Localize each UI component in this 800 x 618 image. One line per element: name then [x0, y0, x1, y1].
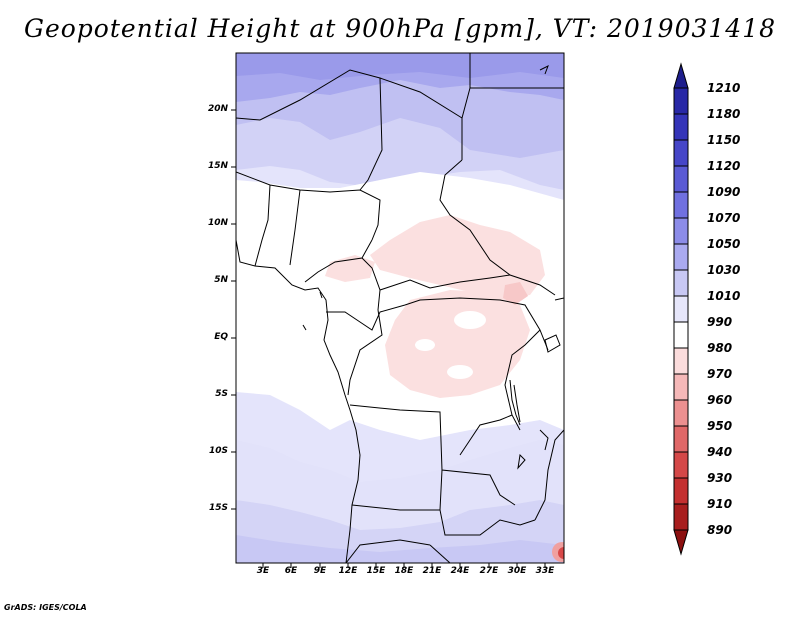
lon-label: 12E — [338, 566, 358, 576]
colorbar-label: 1070 — [707, 211, 741, 225]
country-borders — [236, 53, 564, 563]
colorbar-label: 930 — [707, 471, 733, 485]
colorbar-label: 1180 — [707, 107, 741, 121]
colorbar-label: 910 — [707, 497, 733, 511]
colorbar-box — [673, 451, 689, 479]
colorbar — [673, 62, 689, 556]
lon-label: 24E — [450, 566, 470, 576]
lon-label: 27E — [479, 566, 499, 576]
colorbar-box — [673, 269, 689, 297]
grads-credit: GrADS: IGES/COLA — [4, 603, 87, 612]
colorbar-label: 950 — [707, 419, 733, 433]
colorbar-box — [673, 373, 689, 401]
lat-label: 15S — [208, 503, 228, 513]
colorbar-label: 1050 — [707, 237, 741, 251]
colorbar-box — [673, 139, 689, 167]
lon-label: 3E — [256, 566, 270, 576]
colorbar-label: 1010 — [707, 289, 741, 303]
lon-label: 9E — [313, 566, 327, 576]
colorbar-label: 940 — [707, 445, 733, 459]
colorbar-label: 1120 — [707, 159, 741, 173]
colorbar-label: 960 — [707, 393, 733, 407]
colorbar-box — [673, 87, 689, 115]
colorbar-label: 980 — [707, 341, 733, 355]
colorbar-box — [673, 165, 689, 193]
lat-label: 15N — [207, 161, 228, 171]
lon-label: 15E — [366, 566, 386, 576]
colorbar-box — [673, 113, 689, 141]
colorbar-box — [673, 295, 689, 323]
axis-ticks — [231, 109, 546, 568]
lon-label: 18E — [394, 566, 414, 576]
lat-label: 20N — [207, 104, 228, 114]
colorbar-label: 1150 — [707, 133, 741, 147]
lat-label: 10N — [207, 218, 228, 228]
colorbar-box — [673, 243, 689, 271]
lat-label: 10S — [208, 446, 228, 456]
lon-label: 30E — [507, 566, 527, 576]
colorbar-label: 990 — [707, 315, 733, 329]
colorbar-box — [673, 503, 689, 531]
lon-label: 6E — [284, 566, 298, 576]
lon-label: 21E — [422, 566, 442, 576]
lat-label: 5S — [215, 389, 228, 399]
colorbar-box — [673, 217, 689, 245]
colorbar-label: 1090 — [707, 185, 741, 199]
colorbar-box — [673, 191, 689, 219]
colorbar-label: 970 — [707, 367, 733, 381]
colorbar-box — [673, 477, 689, 505]
lon-label: 33E — [535, 566, 555, 576]
lat-label: 5N — [214, 275, 228, 285]
colorbar-box — [673, 425, 689, 453]
colorbar-label: 1210 — [707, 81, 741, 95]
colorbar-box — [673, 399, 689, 427]
map-frame — [235, 52, 565, 564]
map-title: Geopotential Height at 900hPa [gpm], VT:… — [23, 14, 777, 43]
height-field — [236, 53, 564, 563]
colorbar-label: 890 — [707, 523, 733, 537]
colorbar-box — [673, 321, 689, 349]
colorbar-top-arrow — [673, 62, 689, 89]
colorbar-bottom-arrow — [673, 529, 689, 556]
lat-label: EQ — [214, 332, 228, 342]
colorbar-box — [673, 347, 689, 375]
colorbar-label: 1030 — [707, 263, 741, 277]
